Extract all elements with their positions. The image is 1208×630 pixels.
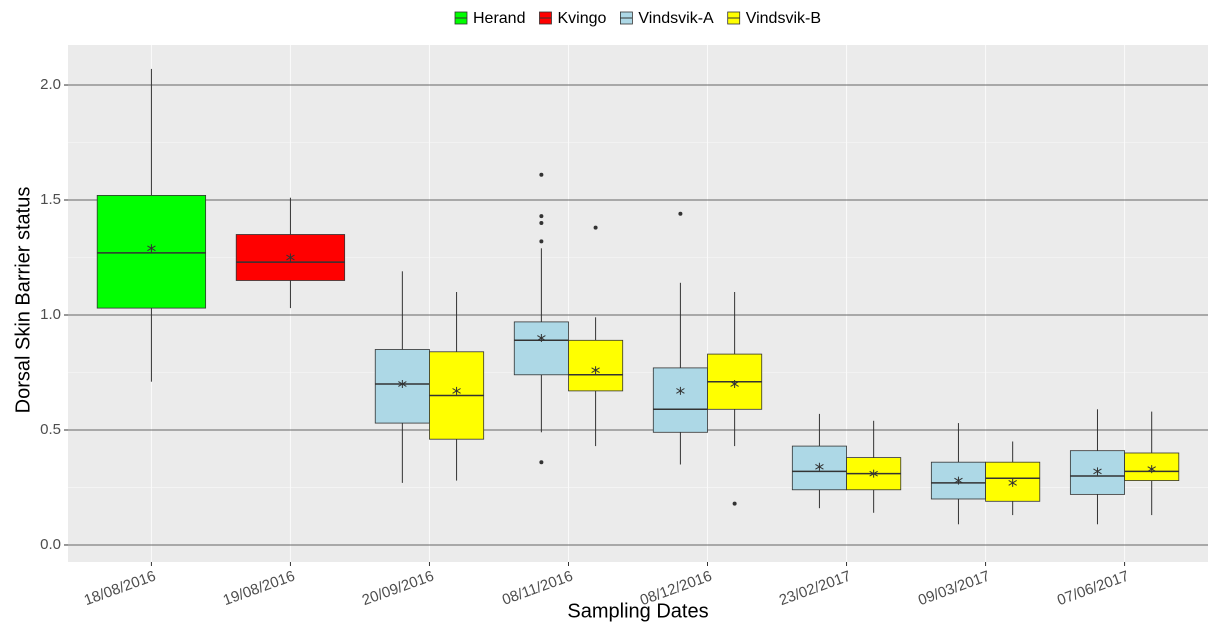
y-tick-label: 2.0 — [40, 76, 61, 93]
legend-label: Kvingo — [557, 10, 606, 27]
box — [513, 321, 569, 376]
outlier — [539, 172, 544, 177]
y-tick-label: 0.0 — [40, 536, 61, 553]
x-tick-label: 23/02/2017 — [777, 568, 853, 610]
mean-marker — [591, 366, 600, 375]
legend: Herand Kvingo Vindsvik-A Vindsvik-B — [454, 10, 821, 27]
mean-marker — [1008, 478, 1017, 487]
legend-label: Herand — [473, 10, 525, 27]
mean-marker — [147, 244, 156, 253]
outlier — [539, 221, 544, 226]
legend-label: Vindsvik-B — [746, 10, 821, 27]
y-tick-label: 0.5 — [40, 421, 61, 438]
y-axis-title: Dorsal Skin Barrier status — [12, 187, 34, 414]
mean-marker — [537, 333, 546, 342]
box — [568, 339, 624, 392]
mean-marker — [286, 253, 295, 262]
mean-marker — [676, 386, 685, 395]
mean-marker — [815, 462, 824, 471]
outlier — [593, 225, 598, 230]
y-tick-label: 1.0 — [40, 306, 61, 323]
outlier — [732, 501, 737, 506]
outlier — [539, 239, 544, 244]
box — [652, 367, 708, 433]
x-tick-label: 18/08/2016 — [82, 568, 158, 610]
outlier — [539, 460, 544, 465]
mean-marker — [1147, 465, 1156, 474]
mean-marker — [954, 476, 963, 485]
mean-marker — [869, 469, 878, 478]
mean-marker — [730, 379, 739, 388]
x-tick-label: 07/06/2017 — [1055, 568, 1131, 610]
outlier — [539, 214, 544, 219]
mean-marker — [452, 386, 461, 395]
x-tick-label: 09/03/2017 — [916, 568, 992, 610]
y-tick-label: 1.5 — [40, 191, 61, 208]
legend-label: Vindsvik-A — [638, 10, 714, 27]
x-tick-label: 20/09/2016 — [360, 568, 436, 610]
x-axis-title: Sampling Dates — [567, 600, 708, 622]
x-tick-label: 08/11/2016 — [500, 568, 575, 609]
outlier — [678, 211, 683, 216]
x-tick-label: 19/08/2016 — [221, 568, 297, 610]
mean-marker — [1093, 467, 1102, 476]
mean-marker — [398, 379, 407, 388]
